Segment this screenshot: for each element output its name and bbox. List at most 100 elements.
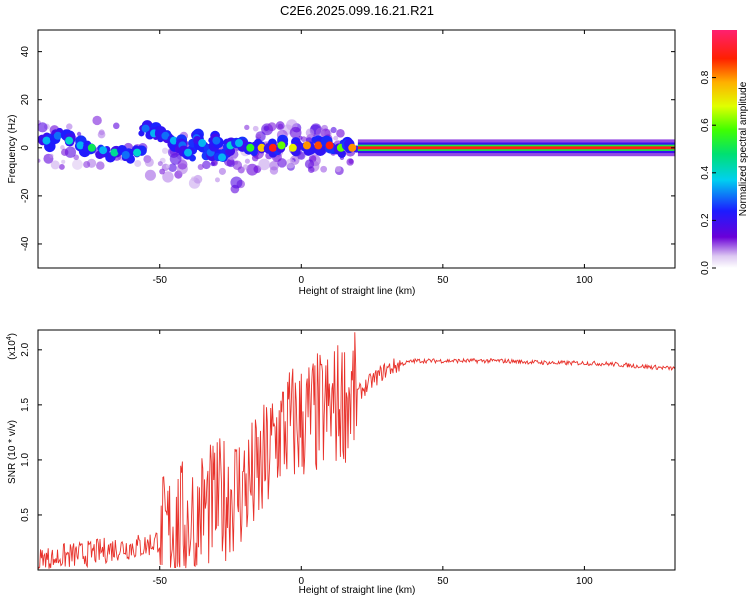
heatmap-cell	[251, 154, 259, 162]
heatmap-x-tick-label: 100	[576, 275, 593, 286]
heatmap-ridge-point	[257, 143, 266, 152]
heatmap-cell	[144, 157, 154, 167]
snr-multiplier-base: (x10	[7, 340, 18, 360]
heatmap-ridge-point	[141, 124, 150, 133]
heatmap-y-tick-label: 20	[20, 94, 31, 106]
heatmap-cell	[330, 126, 337, 134]
heatmap-cell	[76, 131, 82, 137]
snr-frame	[37, 329, 676, 571]
snr-multiplier-exponent: 4	[6, 336, 13, 340]
heatmap-cell	[73, 154, 79, 161]
heatmap-y-tick-label: 40	[20, 46, 31, 58]
heatmap-cell	[189, 154, 196, 162]
heatmap-cell	[244, 158, 250, 164]
figure-title: C2E6.2025.099.16.21.R21	[280, 3, 434, 18]
heatmap-cell	[64, 146, 77, 158]
heatmap-cell	[197, 164, 204, 170]
heatmap-ridge-point	[277, 141, 286, 150]
heatmap-cell	[96, 161, 105, 170]
colorbar-label: Normalized spectral amplitude	[738, 81, 749, 216]
heatmap-y-axis-label: Frequency (Hz)	[7, 115, 18, 184]
heatmap-cell	[108, 154, 115, 162]
heatmap-x-axis-label: Height of straight line (km)	[299, 286, 416, 297]
colorbar-tick-label: 0.4	[700, 165, 711, 179]
heatmap-ridge-point	[65, 136, 74, 145]
heatmap-cell	[210, 161, 216, 167]
colorbar-tick-label: 0.2	[700, 213, 711, 227]
heatmap-cell	[159, 168, 166, 175]
heatmap-cell	[285, 158, 296, 169]
svg-text:(x104): (x104)	[6, 333, 18, 360]
colorbar-tick-label: 0.0	[700, 261, 711, 275]
heatmap-cell	[218, 167, 226, 175]
heatmap-cell	[256, 131, 263, 138]
heatmap-ridge-point	[314, 141, 323, 150]
heatmap-cell	[237, 166, 245, 174]
heatmap-ridge-point	[302, 141, 311, 150]
heatmap-cell	[214, 177, 220, 183]
heatmap-cell	[60, 145, 65, 150]
heatmap-cell	[269, 160, 279, 171]
heatmap-cell	[252, 125, 259, 132]
heatmap-cell	[267, 122, 277, 132]
heatmap-cell	[346, 158, 354, 166]
heatmap-ridge-point	[325, 141, 334, 150]
colorbar-ticks: 0.0 0.2 0.4 0.6 0.8	[700, 70, 716, 275]
snr-multiplier-close: )	[7, 333, 18, 336]
heatmap-cell	[336, 129, 345, 138]
heatmap-ridge-point	[161, 131, 170, 140]
snr-y-ticks: 0.5 1.0 1.5 2.0	[20, 342, 675, 522]
heatmap-cell	[335, 166, 340, 171]
heatmap-cell	[258, 158, 270, 171]
heatmap-ridge-point	[288, 143, 297, 152]
heatmap-ridge-point	[110, 148, 119, 157]
heatmap-cell	[113, 122, 120, 130]
heatmap-cell	[144, 169, 156, 181]
heatmap-y-ticks: -40 -20 0 20 40	[20, 46, 675, 251]
heatmap-cell	[320, 165, 328, 173]
heatmap-ridge-point	[169, 136, 178, 145]
heatmap-ridge-point	[246, 143, 255, 152]
heatmap-band-core	[357, 146, 675, 150]
colorbar-gradient	[712, 30, 737, 268]
heatmap-ridge-point	[184, 148, 193, 157]
snr-x-tick-label: 50	[437, 576, 449, 587]
heatmap-cell	[165, 164, 170, 169]
heatmap-cell	[66, 123, 73, 130]
heatmap-cell	[161, 147, 169, 154]
colorbar: 0.0 0.2 0.4 0.6 0.8 Normalized spectral ampl…	[700, 30, 749, 275]
heatmap-cell	[246, 163, 259, 176]
heatmap-ridge-point	[348, 143, 357, 152]
heatmap-x-tick-label: 0	[299, 275, 305, 286]
heatmap-cell	[177, 159, 188, 170]
heatmap-y-tick-label: -20	[20, 188, 31, 203]
heatmap-cell	[315, 127, 326, 138]
heatmap-cell	[230, 176, 243, 189]
heatmap-cell	[138, 130, 145, 137]
heatmap-cell	[275, 121, 285, 130]
snr-series-line	[38, 332, 675, 569]
heatmap-ridge-point	[198, 138, 207, 147]
snr-panel: -50 0 50 100 0.5 1.0 1.5 2.0 Height of straigh…	[6, 329, 676, 596]
snr-x-tick-label: -50	[153, 576, 168, 587]
snr-x-tick-label: 0	[299, 576, 305, 587]
heatmap-ridge-point	[133, 148, 142, 157]
heatmap-ridge-point	[218, 153, 227, 162]
heatmap-ridge-point	[212, 136, 221, 145]
heatmap-cell	[38, 158, 41, 163]
heatmap-cell	[50, 160, 60, 170]
heatmap-frame	[37, 29, 676, 269]
heatmap-x-ticks: -50 0 50 100	[153, 30, 593, 286]
snr-x-axis-label: Height of straight line (km)	[299, 585, 416, 596]
snr-y-multiplier: (x104)	[6, 333, 18, 360]
heatmap-cell	[191, 176, 196, 181]
heatmap-panel: -50 0 50 100 -40 -20 0 20 40 Height of straight…	[7, 29, 676, 297]
snr-x-tick-label: 100	[576, 576, 593, 587]
snr-y-tick-label: 1.0	[20, 453, 31, 467]
colorbar-tick-label: 0.6	[700, 118, 711, 132]
heatmap-ridge-point	[76, 141, 85, 150]
heatmap-cell	[92, 115, 102, 126]
heatmap-cell	[58, 164, 65, 170]
colorbar-tick-label: 0.8	[700, 70, 711, 84]
